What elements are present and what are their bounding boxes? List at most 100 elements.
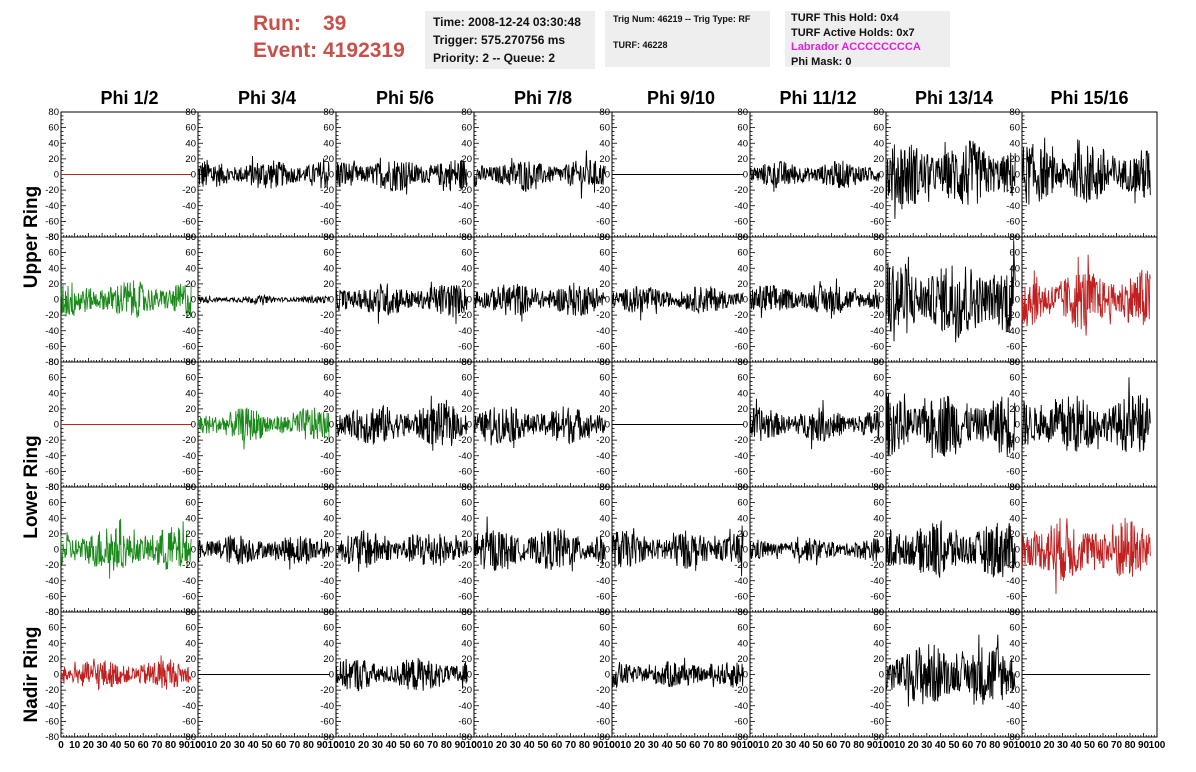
event-label: Event: [253,39,318,62]
y-tick-label: -60 [320,466,334,477]
x-tick-label: 0 [609,740,615,751]
y-tick-label: 20 [599,154,610,165]
y-tick-label: 40 [461,513,472,524]
y-tick-label: 80 [185,357,196,368]
y-tick-label: -20 [734,310,748,321]
y-tick-label: -60 [1006,716,1020,727]
y-tick-label: 40 [323,513,334,524]
y-tick-label: 40 [1009,388,1020,399]
y-tick-label: 60 [599,123,610,134]
y-tick-label: 0 [467,170,472,181]
run-label: Run: [253,12,301,35]
y-tick-label: -60 [596,341,610,352]
y-tick-label: 60 [185,248,196,259]
y-tick-label: 20 [185,279,196,290]
y-tick-label: -40 [596,576,610,587]
priority-text: Priority: 2 -- Queue: 2 [433,51,556,65]
y-tick-label: 20 [737,279,748,290]
y-tick-label: 0 [605,295,610,306]
y-tick-label: -60 [458,216,472,227]
x-tick-label: 10 [482,740,494,751]
y-tick-label: 80 [323,107,334,118]
y-tick-label: 80 [873,607,884,618]
y-tick-label: -40 [182,451,196,462]
y-tick-label: -80 [45,357,59,368]
y-tick-label: 0 [743,420,748,431]
y-tick-label: 0 [879,545,884,556]
y-tick-label: -40 [458,326,472,337]
y-tick-label: 40 [737,138,748,149]
x-tick-label: 80 [579,740,591,751]
y-tick-label: -40 [458,576,472,587]
y-tick-label: 0 [743,170,748,181]
y-tick-label: 40 [873,638,884,649]
y-tick-label: 80 [873,107,884,118]
x-tick-label: 10 [69,740,81,751]
x-tick-label: 30 [648,740,660,751]
x-tick-label: 40 [248,740,260,751]
y-tick-label: -40 [734,201,748,212]
y-tick-label: 40 [873,263,884,274]
waveform-trace [885,392,1016,458]
y-tick-label: -60 [734,591,748,602]
y-tick-label: 0 [467,295,472,306]
y-tick-label: -40 [458,701,472,712]
y-tick-label: 80 [737,607,748,618]
waveform-trace [335,157,468,195]
x-tick-label: 40 [110,740,122,751]
x-tick-label: 70 [427,740,439,751]
column-header: Phi 9/10 [647,88,715,108]
y-tick-label: 60 [873,498,884,509]
x-tick-label: 100 [742,740,759,751]
y-tick-label: 80 [461,607,472,618]
y-tick-label: 60 [323,248,334,259]
x-tick-label: 80 [853,740,865,751]
x-tick-label: 40 [799,740,811,751]
y-tick-label: 20 [185,404,196,415]
y-tick-label: 0 [54,170,59,181]
x-tick-label: 80 [165,740,177,751]
x-tick-label: 50 [1084,740,1096,751]
y-tick-label: 60 [1009,373,1020,384]
y-tick-label: 0 [54,295,59,306]
x-tick-label: 40 [1070,740,1082,751]
y-tick-label: 60 [323,123,334,134]
y-tick-label: -60 [320,341,334,352]
y-tick-label: 40 [1009,138,1020,149]
y-tick-label: -20 [320,435,334,446]
y-tick-label: 80 [1009,232,1020,243]
y-tick-label: 0 [1015,670,1020,681]
y-tick-label: -20 [458,560,472,571]
y-tick-label: -60 [182,466,196,477]
x-tick-label: 40 [935,740,947,751]
y-tick-label: -40 [870,451,884,462]
y-tick-label: 80 [48,107,59,118]
x-tick-label: 60 [551,740,563,751]
y-tick-label: 20 [1009,654,1020,665]
y-tick-label: 60 [323,373,334,384]
y-tick-label: 20 [737,654,748,665]
y-tick-label: 20 [599,654,610,665]
y-tick-label: 40 [737,388,748,399]
y-tick-label: 0 [605,170,610,181]
y-tick-label: 0 [1015,170,1020,181]
y-tick-label: 20 [48,654,59,665]
y-tick-label: -40 [182,576,196,587]
y-tick-label: 20 [599,404,610,415]
y-tick-label: -60 [870,466,884,477]
y-tick-label: -40 [1006,701,1020,712]
waveform-trace [335,281,468,324]
y-tick-label: 40 [461,388,472,399]
y-tick-label: -20 [1006,185,1020,196]
y-tick-label: 80 [1009,357,1020,368]
y-tick-label: -20 [734,560,748,571]
y-tick-label: -60 [734,466,748,477]
y-tick-label: -80 [45,607,59,618]
y-tick-label: -20 [45,685,59,696]
